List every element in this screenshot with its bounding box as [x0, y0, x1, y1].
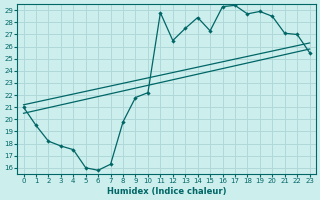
X-axis label: Humidex (Indice chaleur): Humidex (Indice chaleur): [107, 187, 226, 196]
